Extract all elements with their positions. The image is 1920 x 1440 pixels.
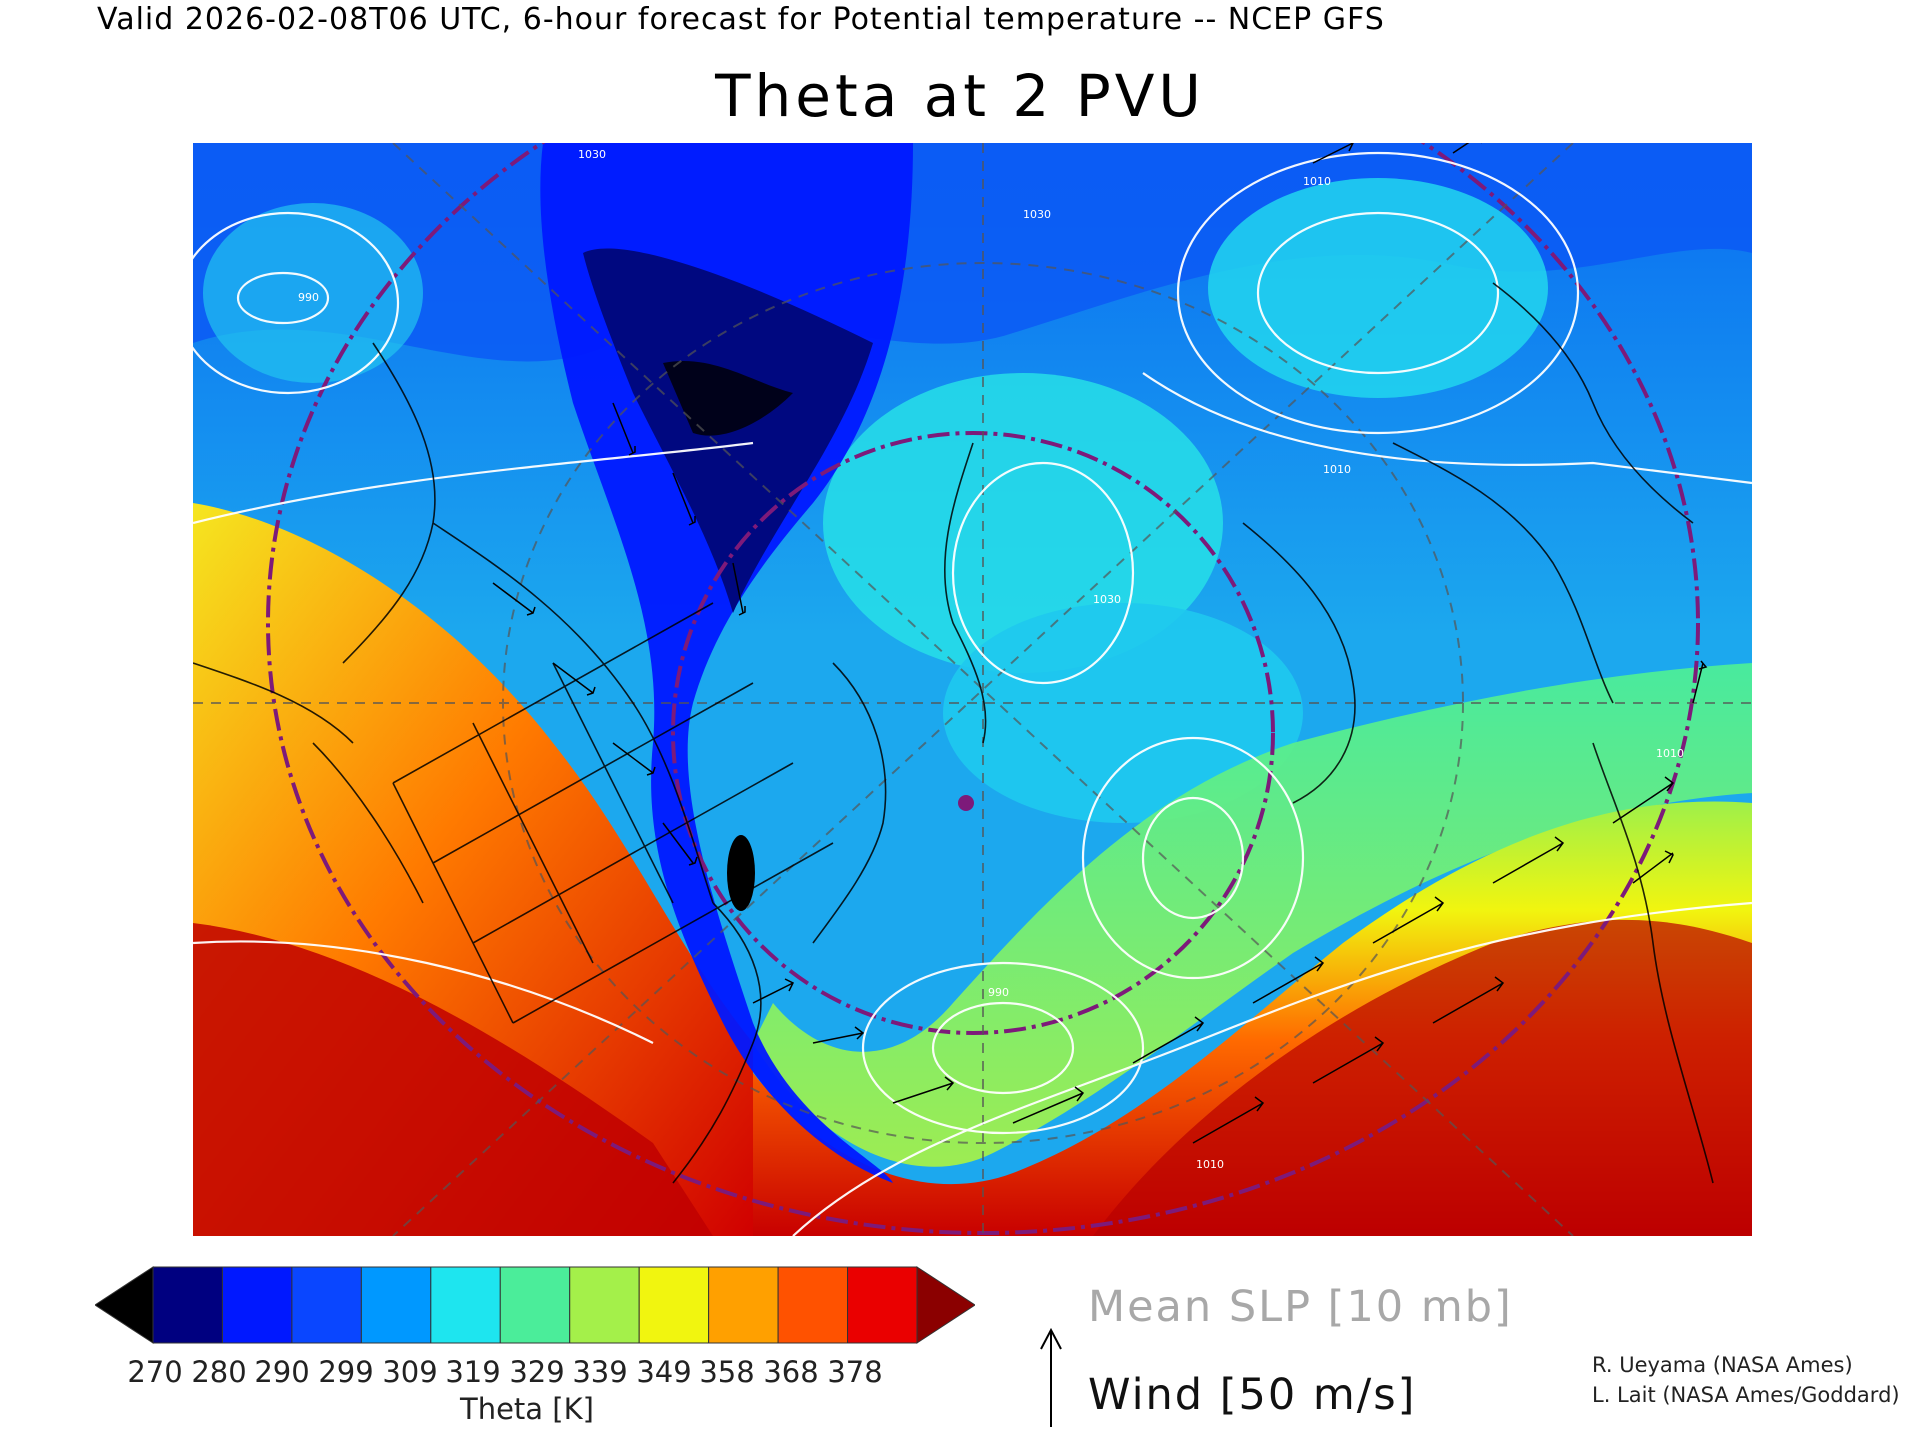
theta-colorbar (95, 1266, 975, 1344)
credit-line: L. Lait (NASA Ames/Goddard) (1592, 1383, 1900, 1407)
colorbar-overflow-cell (916, 1266, 975, 1344)
colorbar-cell (638, 1266, 710, 1344)
colorbar-cell (569, 1266, 640, 1344)
wind-legend-label: Wind [50 m/s] (1088, 1370, 1417, 1420)
colorbar-cell (499, 1266, 571, 1344)
colorbar-cell (152, 1266, 223, 1344)
isobar-label: 990 (298, 291, 319, 304)
map-panel: 1030 1010 1030 990 1010 1030 990 1010 10… (193, 143, 1752, 1236)
colorbar-label: Theta [K] (460, 1392, 594, 1426)
colorbar-cell (221, 1266, 293, 1344)
colorbar-underflow-cell (95, 1266, 154, 1344)
colorbar-tick: 378 (827, 1355, 883, 1389)
colorbar-tick: 349 (636, 1355, 692, 1389)
colorbar-tick: 309 (382, 1355, 438, 1389)
isobar-label: 1030 (1023, 208, 1051, 221)
colorbar-ticks: 270 280 290 299 309 319 329 339 349 358 … (127, 1355, 915, 1391)
isobar-label: 1010 (1656, 747, 1684, 760)
colorbar-tick: 329 (509, 1355, 565, 1389)
isobar-label: 1010 (1323, 463, 1351, 476)
map-graphic: 1030 1010 1030 990 1010 1030 990 1010 10… (193, 143, 1752, 1236)
isobar-label: 990 (988, 986, 1009, 999)
colorbar-tick: 339 (572, 1355, 628, 1389)
wind-reference-arrow-icon (1040, 1327, 1062, 1427)
colorbar-cell (777, 1266, 849, 1344)
colorbar-cell (430, 1266, 501, 1344)
isobar-label: 1010 (1196, 1158, 1224, 1171)
colorbar-cell (291, 1266, 362, 1344)
colorbar-cell (847, 1266, 918, 1344)
colorbar-tick: 368 (763, 1355, 819, 1389)
colorbar-tick: 358 (699, 1355, 755, 1389)
header-text: Valid 2026-02-08T06 UTC, 6-hour forecast… (97, 2, 1385, 37)
colorbar-tick: 270 (127, 1355, 183, 1389)
isobar-label: 1030 (1093, 593, 1121, 606)
isobar-label: 1010 (1303, 175, 1331, 188)
colorbar-cell (360, 1266, 432, 1344)
colorbar-cell (708, 1266, 779, 1344)
credit-line: R. Ueyama (NASA Ames) (1592, 1353, 1853, 1377)
colorbar-tick: 280 (191, 1355, 247, 1389)
colorbar-tick: 299 (318, 1355, 374, 1389)
slp-legend-label: Mean SLP [10 mb] (1088, 1282, 1513, 1332)
colorbar-tick: 290 (254, 1355, 310, 1389)
colorbar-tick: 319 (445, 1355, 501, 1389)
chart-title: Theta at 2 PVU (715, 62, 1205, 130)
isobar-label: 1030 (578, 148, 606, 161)
